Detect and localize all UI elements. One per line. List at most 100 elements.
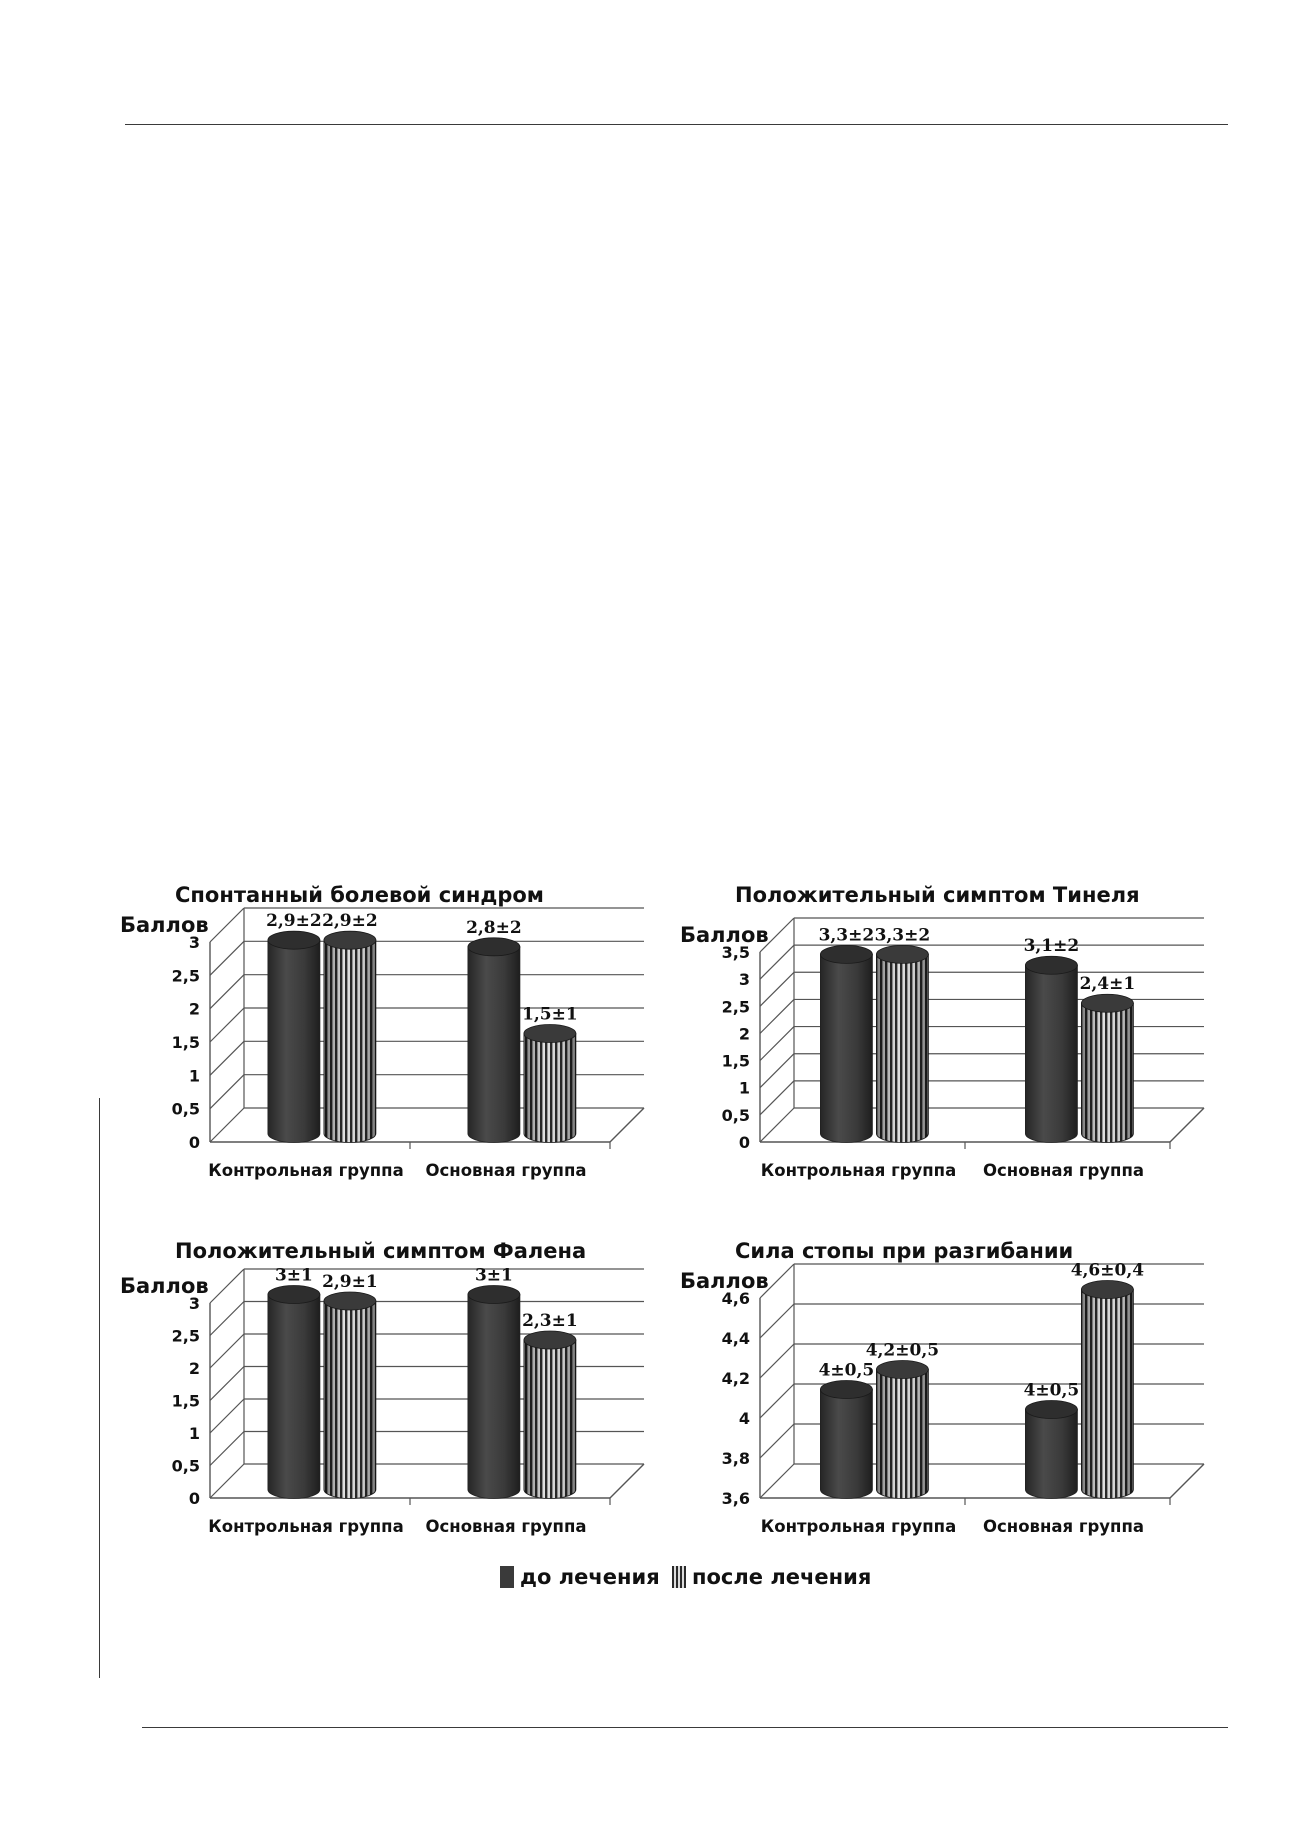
x-tick-label: Контрольная группа <box>208 1517 403 1536</box>
data-label: 3±1 <box>275 1266 313 1286</box>
data-label: 4,2±0,5 <box>866 1341 939 1361</box>
gridline-side <box>759 917 795 953</box>
x-tick-label: Контрольная группа <box>208 1161 403 1180</box>
bar <box>323 1291 377 1499</box>
bar <box>323 930 377 1143</box>
bar <box>523 1024 577 1143</box>
gridline-side <box>759 1463 795 1499</box>
y-tick-label: 1 <box>189 1066 200 1085</box>
data-label: 2,9±2 <box>266 911 322 931</box>
floor-right-edge <box>1169 1463 1205 1499</box>
gridline-side <box>759 1423 795 1459</box>
top-rule <box>125 124 1228 125</box>
bar-top <box>1080 1280 1134 1299</box>
data-label: 2,8±2 <box>466 918 522 938</box>
x-tick-label: Основная группа <box>983 1517 1144 1536</box>
gridline-side <box>759 1343 795 1379</box>
y-tick-label: 3,5 <box>722 943 750 962</box>
chart-title: Спонтанный болевой синдром <box>175 883 544 907</box>
bar <box>467 1285 521 1499</box>
gridline-side <box>209 1431 245 1466</box>
bar-shade <box>876 1369 929 1499</box>
bar-top <box>819 944 873 964</box>
y-tick-label: 2 <box>189 1000 200 1019</box>
y-tick-label: 2,5 <box>722 997 750 1016</box>
x-tick-label: Основная группа <box>426 1161 587 1180</box>
gridline-side <box>759 1263 795 1299</box>
bar-shade <box>876 954 929 1143</box>
bar <box>875 1360 929 1499</box>
bar <box>1024 1400 1078 1499</box>
x-tick-label: Основная группа <box>983 1161 1144 1180</box>
y-tick-label: 2,5 <box>172 966 200 985</box>
chart-title: Сила стопы при разгибании <box>735 1239 1073 1263</box>
bar <box>875 944 929 1143</box>
floor-right-edge <box>609 1463 645 1499</box>
gridline-side <box>209 1366 245 1401</box>
bar-top <box>323 1291 377 1311</box>
y-axis-label: Баллов <box>120 913 209 937</box>
y-tick-label: 3 <box>189 933 200 952</box>
y-tick-label: 0,5 <box>172 1100 200 1119</box>
legend: до лечения после лечения <box>500 1565 920 1599</box>
bar <box>1024 955 1078 1143</box>
bar-shade <box>323 1301 376 1499</box>
y-tick-label: 3 <box>189 1294 200 1313</box>
data-label: 2,4±1 <box>1080 974 1136 994</box>
y-tick-label: 0 <box>189 1489 200 1508</box>
bar-top <box>523 1330 577 1350</box>
bar-top <box>1080 993 1134 1013</box>
gridline-side <box>209 1107 245 1143</box>
y-tick-label: 0,5 <box>172 1457 200 1476</box>
bar-body <box>267 1294 321 1499</box>
x-tick-label: Контрольная группа <box>761 1517 956 1536</box>
bar-shade <box>1081 1289 1134 1499</box>
data-label: 3±1 <box>475 1266 513 1286</box>
gridline-side <box>209 1007 245 1043</box>
data-label: 2,9±1 <box>322 1272 378 1292</box>
bar <box>819 1380 873 1499</box>
gridline-side <box>759 1303 795 1339</box>
y-tick-label: 0,5 <box>722 1106 750 1125</box>
data-label: 2,9±2 <box>322 911 378 931</box>
y-axis-label: Баллов <box>680 1269 769 1293</box>
bar <box>267 1285 321 1499</box>
data-label: 3,1±2 <box>1024 936 1080 956</box>
gridline-side <box>759 944 795 980</box>
y-tick-label: 4 <box>739 1409 750 1428</box>
gridline-side <box>759 1053 795 1089</box>
gridline-side <box>209 1074 245 1110</box>
y-tick-label: 4,2 <box>722 1369 750 1388</box>
chart-phalen-sign: Положительный симптом Фалена Баллов 0 0,5 1 1… <box>120 1239 645 1536</box>
data-label: 3,3±2 <box>875 925 931 945</box>
data-label: 4,6±0,4 <box>1071 1261 1145 1281</box>
y-tick-label: 1,5 <box>722 1052 750 1071</box>
bar-top <box>1024 955 1078 975</box>
bar-top <box>467 937 521 957</box>
x-tick-label: Основная группа <box>426 1517 587 1536</box>
bar-body <box>820 953 873 1143</box>
y-axis-label: Баллов <box>120 1274 209 1298</box>
bar-shade <box>523 1033 576 1143</box>
bar-top <box>875 944 929 964</box>
y-tick-label: 1,5 <box>172 1392 200 1411</box>
bar-top <box>819 1380 873 1399</box>
data-label: 1,5±1 <box>522 1005 578 1025</box>
gridline-side <box>759 1026 795 1061</box>
legend-swatch-after <box>672 1566 686 1588</box>
bar-top <box>523 1024 577 1043</box>
y-tick-label: 1,5 <box>172 1033 200 1052</box>
floor-right-edge <box>1169 1107 1205 1143</box>
legend-label-before: до лечения <box>520 1565 660 1589</box>
bar-top <box>323 930 377 950</box>
gridline-side <box>759 1107 795 1143</box>
y-tick-label: 1 <box>189 1424 200 1443</box>
bar-top <box>267 930 321 950</box>
chart-foot-extension-strength: Сила стопы при разгибании Баллов 3,6 3,8 4 4,… <box>680 1239 1205 1536</box>
bar-top <box>875 1360 929 1379</box>
data-label: 2,3±1 <box>522 1311 578 1331</box>
gridline-side <box>759 971 795 1007</box>
y-tick-label: 1 <box>739 1079 750 1098</box>
gridline-side <box>759 1080 795 1116</box>
bar <box>267 930 321 1143</box>
